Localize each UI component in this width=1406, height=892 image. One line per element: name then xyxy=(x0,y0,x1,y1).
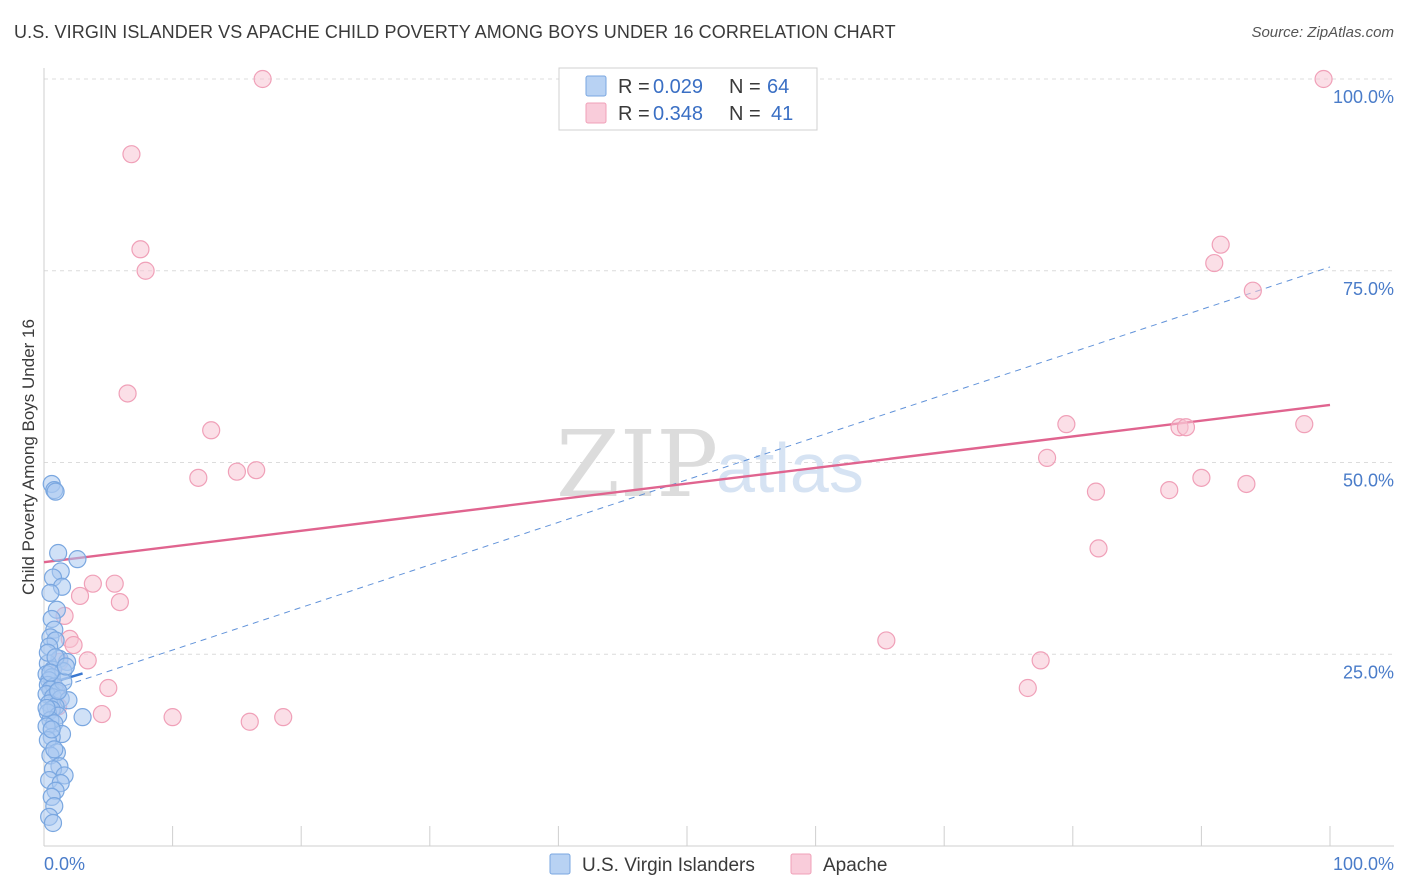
virgin-islander-points xyxy=(37,474,92,833)
virgin-islander-dashed-trend xyxy=(43,266,1331,694)
apache-point xyxy=(99,678,118,698)
apache-point xyxy=(1160,481,1179,500)
apache-point xyxy=(247,461,266,480)
y-tick-label: 50.0% xyxy=(1343,471,1394,491)
legend-r-label-2: R = xyxy=(618,103,650,125)
virgin-islander-point xyxy=(41,583,60,602)
apache-point xyxy=(227,462,246,481)
apache-point xyxy=(1018,678,1037,698)
apache-point xyxy=(253,69,272,89)
gridlines xyxy=(44,78,1394,655)
virgin-islander-point xyxy=(56,657,75,676)
legend-swatch-pink xyxy=(585,102,607,124)
apache-trend-line xyxy=(43,403,1331,564)
legend-n-value-2: 41 xyxy=(771,103,793,125)
apache-point xyxy=(877,631,896,650)
series-label-apache: Apache xyxy=(823,855,887,876)
apache-point xyxy=(110,592,129,612)
legend-swatch-blue xyxy=(585,75,607,97)
apache-point xyxy=(131,240,150,259)
virgin-islander-point xyxy=(68,550,87,569)
apache-point xyxy=(122,145,141,164)
apache-point xyxy=(1176,418,1196,437)
apache-point xyxy=(118,384,137,403)
virgin-islander-point xyxy=(49,543,68,563)
apache-point xyxy=(70,586,90,606)
apache-point xyxy=(92,704,111,724)
y-tick-label: 100.0% xyxy=(1333,87,1394,107)
apache-point xyxy=(136,261,155,280)
legend-n-value-1: 64 xyxy=(767,76,789,98)
virgin-islander-point xyxy=(42,720,61,739)
virgin-islander-point xyxy=(43,813,63,833)
apache-point xyxy=(274,708,293,727)
virgin-islander-point xyxy=(37,698,56,718)
apache-point xyxy=(1086,482,1106,501)
legend-r-value-2: 0.348 xyxy=(653,103,703,125)
apache-point xyxy=(64,635,83,655)
y-axis-label: Child Poverty Among Boys Under 16 xyxy=(19,319,38,595)
apache-point xyxy=(83,574,102,593)
apache-point xyxy=(189,468,208,487)
virgin-islander-point xyxy=(73,708,92,727)
apache-point xyxy=(163,708,182,727)
legend-n-label-1: N = xyxy=(729,76,761,98)
virgin-islander-point xyxy=(45,740,64,759)
apache-point xyxy=(1037,448,1057,467)
x-tick-label-max: 100.0% xyxy=(1333,854,1394,874)
legend-r-label-1: R = xyxy=(618,76,650,98)
apache-point xyxy=(105,574,124,593)
series-label-virgin-islanders: U.S. Virgin Islanders xyxy=(582,855,755,876)
series-legend: U.S. Virgin Islanders Apache xyxy=(549,853,887,876)
series-swatch-blue xyxy=(549,853,571,875)
y-tick-label: 75.0% xyxy=(1343,279,1394,299)
series-swatch-pink xyxy=(790,853,812,875)
apache-point xyxy=(1089,539,1108,558)
source-credit: Source: ZipAtlas.com xyxy=(1251,24,1394,41)
apache-point xyxy=(1211,235,1230,254)
apache-point xyxy=(1295,415,1314,434)
apache-point xyxy=(1314,69,1333,89)
virgin-islander-point xyxy=(49,681,68,701)
apache-points xyxy=(46,69,1333,731)
y-tick-labels: 25.0% 50.0% 75.0% 100.0% xyxy=(1333,87,1394,682)
legend-n-label-2: N = xyxy=(729,103,761,125)
y-tick-label: 25.0% xyxy=(1343,662,1394,682)
watermark-atlas: atlas xyxy=(716,429,864,507)
watermark-zip: ZIP xyxy=(556,411,718,518)
x-tick-labels: 0.0% 100.0% xyxy=(44,854,1394,874)
apache-point xyxy=(1192,468,1211,487)
chart-title: U.S. VIRGIN ISLANDER VS APACHE CHILD POV… xyxy=(14,22,896,42)
apache-point xyxy=(1031,651,1050,670)
virgin-islander-point xyxy=(46,482,65,501)
virgin-islander-point xyxy=(41,663,60,682)
stats-legend: R = 0.029 N = 64 R = 0.348 N = 41 xyxy=(558,67,818,131)
legend-r-value-1: 0.029 xyxy=(653,76,703,98)
apache-point xyxy=(78,651,97,670)
apache-point xyxy=(1243,281,1262,300)
x-tick-label-min: 0.0% xyxy=(44,854,85,874)
apache-point xyxy=(1205,253,1224,273)
apache-point xyxy=(202,421,221,440)
apache-point xyxy=(1057,415,1076,434)
apache-point xyxy=(240,712,259,731)
apache-point xyxy=(1237,474,1256,494)
